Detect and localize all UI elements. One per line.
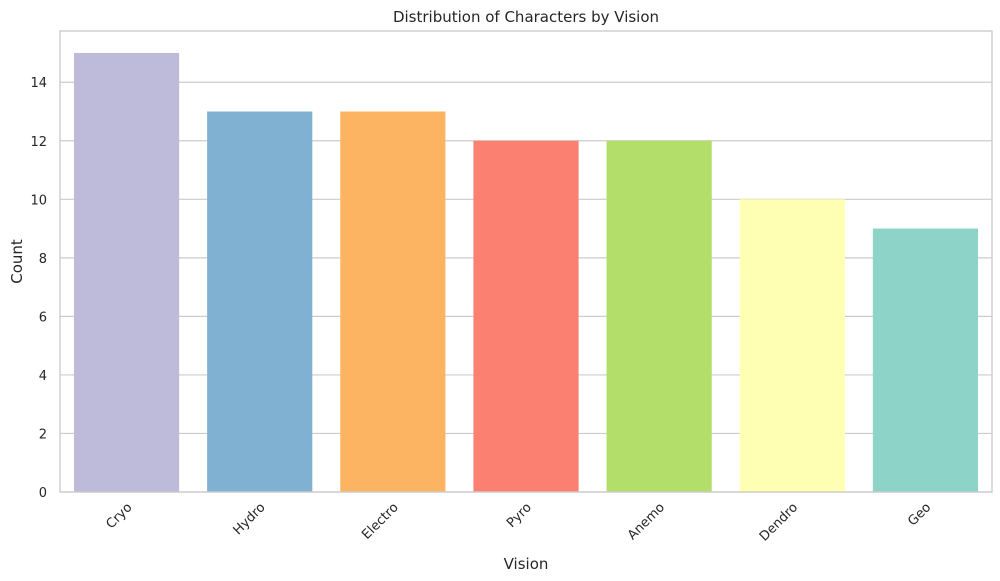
bar-cryo bbox=[73, 52, 180, 492]
bar-electro bbox=[340, 111, 446, 492]
x-tick-label-dendro: Dendro bbox=[757, 500, 801, 544]
bars bbox=[73, 52, 979, 493]
y-tick-label: 8 bbox=[39, 252, 47, 267]
y-tick-label: 2 bbox=[39, 427, 47, 442]
bar-anemo bbox=[606, 140, 712, 492]
bar-geo bbox=[872, 228, 979, 493]
x-tick-label-electro: Electro bbox=[359, 500, 402, 543]
y-axis-label: Count bbox=[8, 239, 26, 284]
x-tick-label-geo: Geo bbox=[905, 500, 934, 529]
plot-frame bbox=[59, 30, 993, 493]
y-tick-label: 4 bbox=[39, 369, 47, 384]
x-tick-label-hydro: Hydro bbox=[231, 500, 269, 538]
x-tick-label-cryo: Cryo bbox=[104, 500, 136, 532]
x-tick-labels: Cryo Hydro Electro Pyro Anemo Dendro Geo bbox=[104, 500, 935, 544]
bar-hydro bbox=[207, 111, 313, 492]
bar-pyro bbox=[473, 140, 579, 492]
y-tick-label: 0 bbox=[39, 486, 47, 501]
y-tick-label: 14 bbox=[30, 76, 47, 91]
x-tick-label-pyro: Pyro bbox=[504, 500, 535, 531]
y-tick-labels: 0 2 4 6 8 10 12 14 bbox=[30, 76, 47, 501]
y-tick-label: 6 bbox=[39, 310, 47, 325]
y-tick-label: 10 bbox=[30, 193, 47, 208]
bar-dendro bbox=[739, 199, 845, 493]
y-tick-label: 12 bbox=[30, 135, 47, 150]
x-tick-label-anemo: Anemo bbox=[625, 500, 668, 543]
x-axis-label: Vision bbox=[504, 555, 549, 573]
chart-title: Distribution of Characters by Vision bbox=[393, 8, 659, 26]
